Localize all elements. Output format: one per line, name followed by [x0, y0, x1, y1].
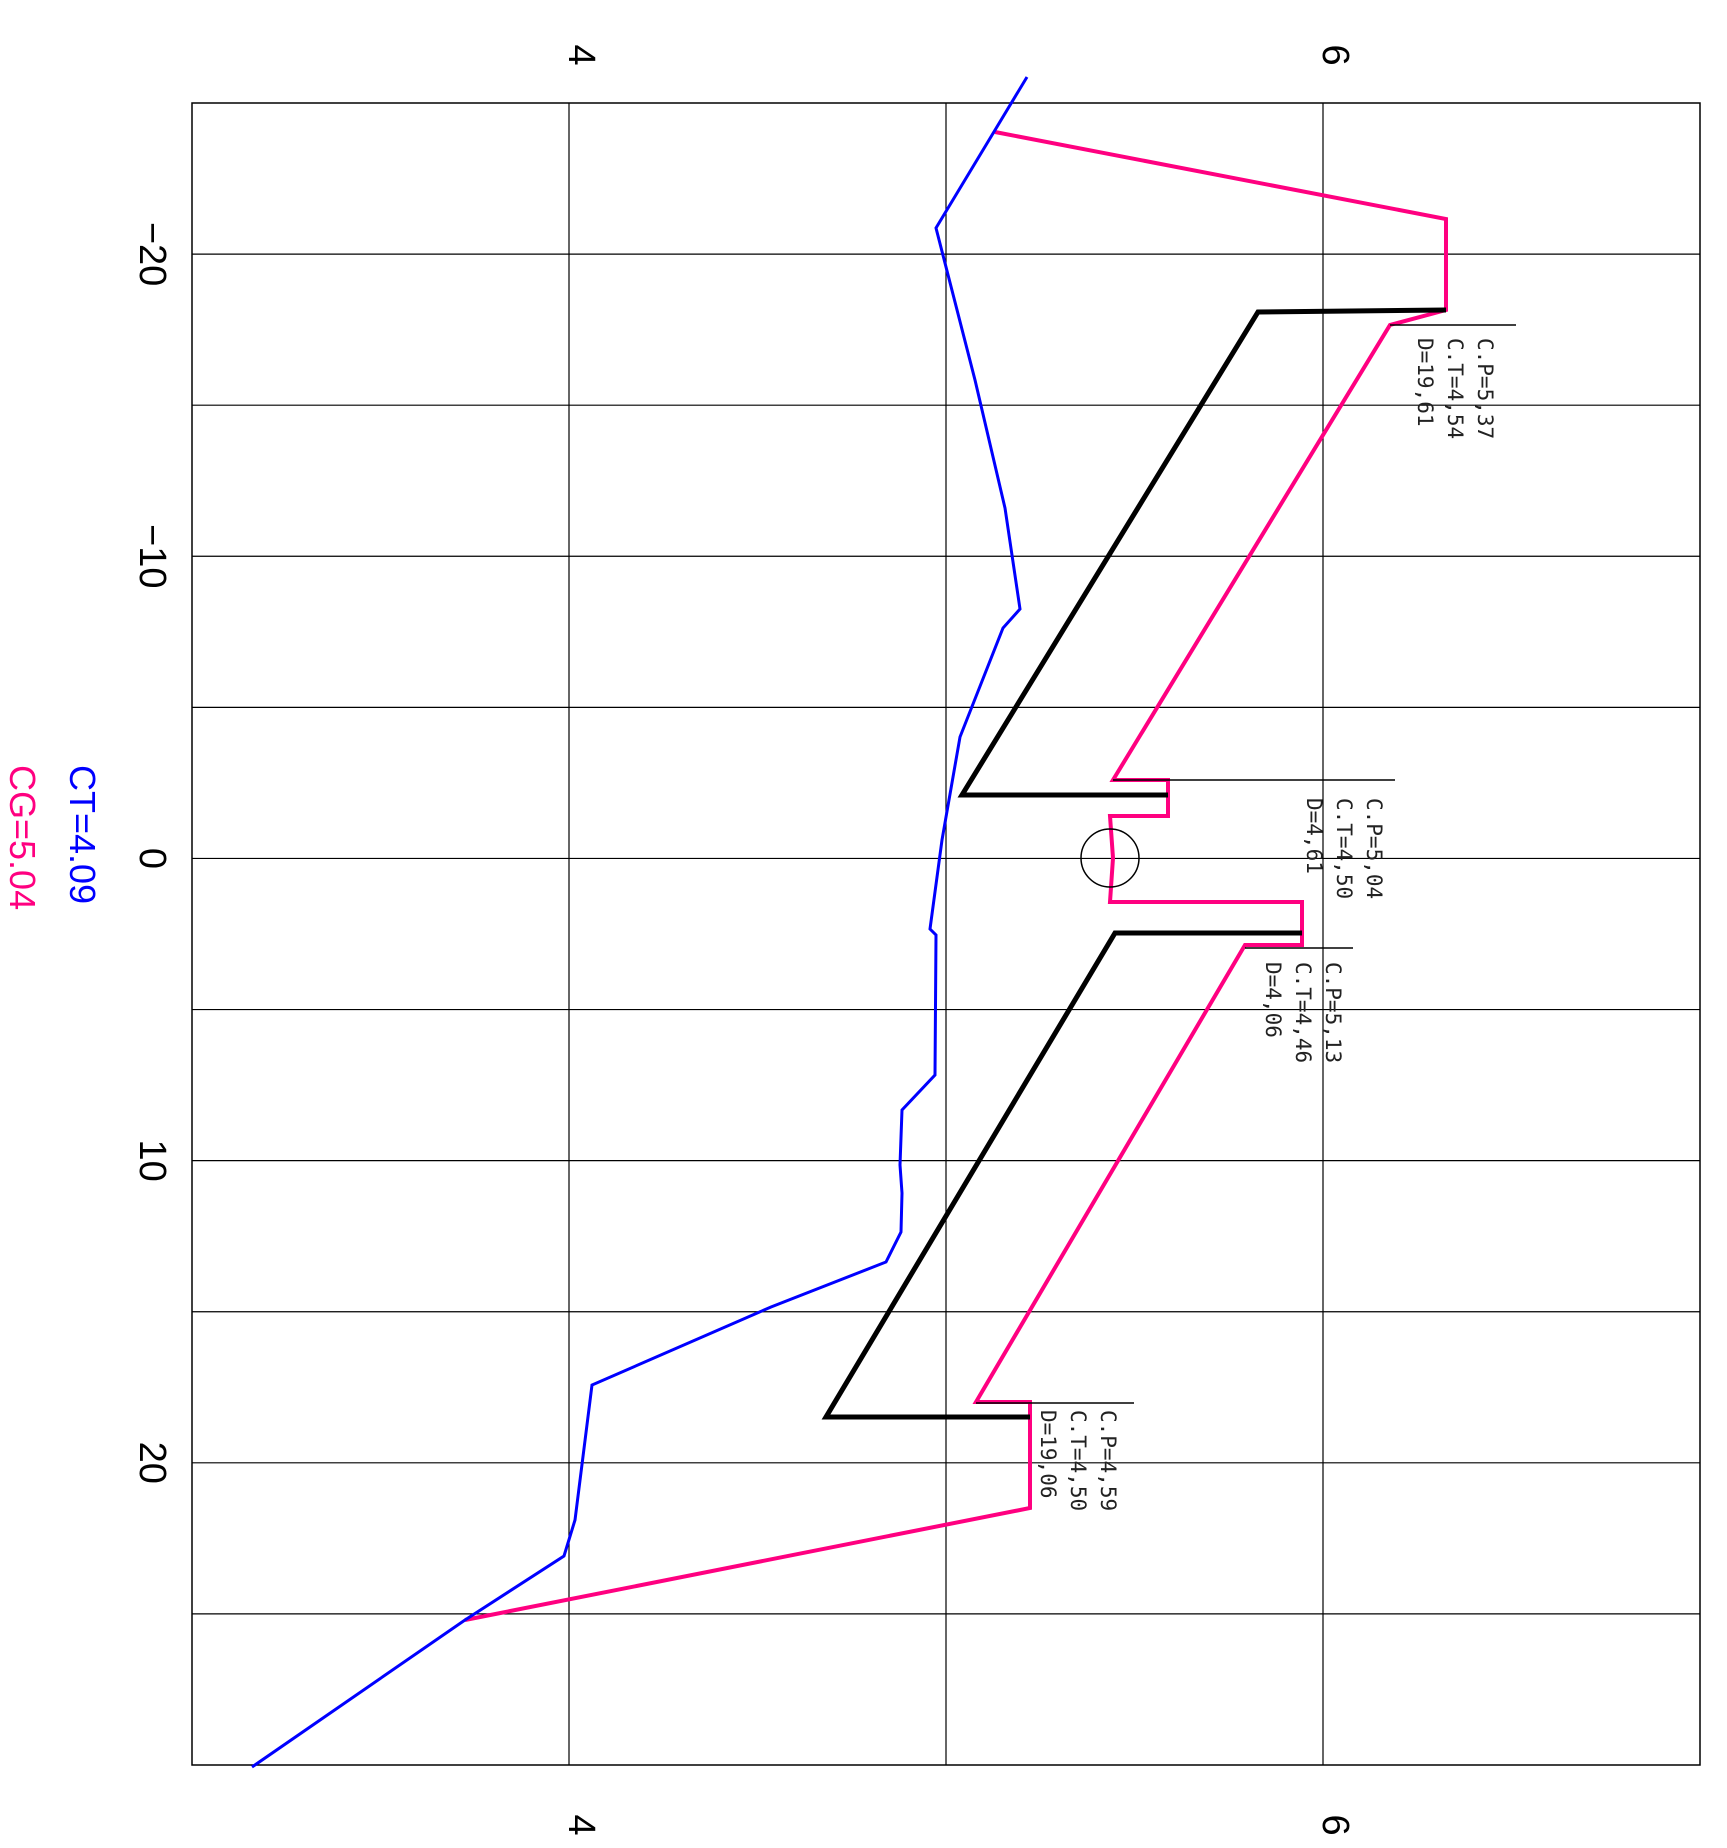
annotation-text: C.P=5,37 — [1473, 338, 1497, 439]
y-tick-label: 6 — [1314, 1814, 1356, 1835]
y-tick-label: 4 — [560, 44, 602, 65]
annotation-text: C.T=4,50 — [1066, 1410, 1090, 1511]
x-tick-label: 10 — [131, 1139, 173, 1181]
cg-label: CG=5.04 — [2, 765, 43, 910]
annotation-text: C.T=4,46 — [1291, 962, 1315, 1063]
y-tick-label: 6 — [1314, 44, 1356, 65]
x-axis-ticks: −20 −10 0 10 20 — [131, 222, 173, 1484]
x-tick-label: 0 — [131, 848, 173, 869]
annotation-text: C.T=4,54 — [1443, 338, 1467, 439]
terrain-line — [252, 77, 1027, 1767]
annotation-text: D=19,61 — [1413, 338, 1437, 427]
x-tick-label: −10 — [131, 524, 173, 588]
annotation-text: D=4,06 — [1261, 962, 1285, 1038]
ct-label: CT=4.09 — [62, 765, 103, 904]
annotations: C.P=5,37C.T=4,54D=19,61C.P=5,04C.T=4,50D… — [1036, 338, 1497, 1511]
x-tick-label: 20 — [131, 1442, 173, 1484]
y-tick-label: 4 — [560, 1814, 602, 1835]
section-line — [962, 310, 1446, 795]
profiles — [252, 77, 1516, 1767]
annotation-text: D=4,61 — [1302, 798, 1326, 874]
annotation-text: C.T=4,50 — [1332, 798, 1356, 899]
section-line — [826, 933, 1302, 1417]
x-tick-label: −20 — [131, 222, 173, 286]
annotation-text: C.P=5,04 — [1362, 798, 1386, 899]
annotation-text: C.P=5,13 — [1321, 962, 1345, 1063]
grade-line — [465, 132, 1446, 1620]
annotation-text: C.P=4,59 — [1096, 1410, 1120, 1511]
summary: CT=4.09 CG=5.04 — [2, 765, 103, 910]
annotation-text: D=19,06 — [1036, 1410, 1060, 1499]
